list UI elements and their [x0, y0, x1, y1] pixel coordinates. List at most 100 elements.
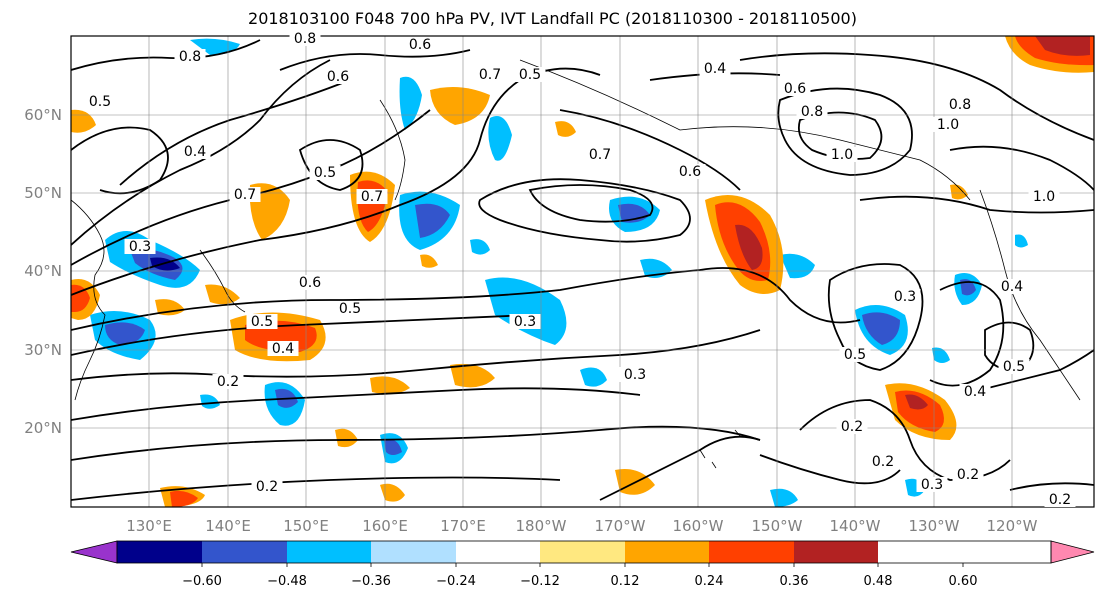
colorbar-tick-label: 0.24: [695, 574, 724, 589]
contour-value-label: 0.4: [964, 384, 986, 400]
contour-line: [739, 52, 1094, 141]
contour-label-bg: [699, 61, 731, 76]
contour-label-bg: [267, 341, 299, 356]
colorbar-tick-label: −0.36: [351, 574, 391, 589]
colorbar-tick-label: 0.36: [780, 574, 809, 589]
colorbar-tick-label: −0.60: [182, 574, 222, 589]
shade-blue-dark-region: [415, 203, 450, 238]
shade-blue-region: [200, 394, 220, 409]
contour-line: [71, 39, 261, 71]
shade-orange-region: [71, 109, 96, 133]
contour-value-label: 0.8: [294, 31, 316, 47]
colorbar-segment: [202, 541, 287, 563]
lat-tick-label: 60°N: [24, 106, 62, 124]
contour-value-label: 0.2: [1049, 492, 1071, 508]
contour-label-bg: [1028, 189, 1060, 204]
contour-line: [71, 387, 641, 421]
contour-value-label: 0.6: [299, 275, 321, 291]
contour-label-bg: [212, 374, 244, 389]
colorbar-tick-label: 0.48: [864, 574, 893, 589]
contour-label-bg: [334, 301, 366, 316]
contour-line: [71, 126, 169, 195]
contour-value-label: 0.3: [921, 477, 943, 493]
colorbar-tick-label: −0.12: [520, 574, 560, 589]
contour-line: [71, 476, 561, 501]
colorbar-tick-label: 0.60: [949, 574, 978, 589]
shade-orange-region: [420, 254, 438, 268]
contour-line: [777, 87, 913, 176]
lon-tick-label: 160°W: [673, 517, 724, 535]
lat-tick-label: 50°N: [24, 184, 62, 202]
contour-label-bg: [932, 117, 964, 132]
colorbar-tick-label: −0.48: [267, 574, 307, 589]
lon-tick-label: 180°W: [516, 517, 567, 535]
lon-tick-label: 170°W: [595, 517, 646, 535]
shade-dark-red-core: [1035, 36, 1090, 56]
contour-value-label: 0.3: [129, 239, 151, 255]
contour-label-bg: [322, 69, 354, 84]
contour-label-bg: [836, 419, 868, 434]
contour-line: [559, 109, 741, 191]
lon-tick-label: 150°W: [752, 517, 803, 535]
contour-value-label: 0.5: [339, 301, 361, 317]
contour-label-bg: [404, 37, 436, 52]
contour-value-label: 0.2: [217, 374, 239, 390]
colorbar-tick-label: 0.12: [611, 574, 640, 589]
contour-value-label: 0.8: [801, 104, 823, 120]
contour-label-bg: [959, 384, 991, 399]
contour-line: [797, 111, 883, 160]
longitude-labels: 130°E 140°E 150°E 160°E 170°E 180°W 170°W 160°W…: [126, 517, 1037, 535]
shade-blue-dark-region: [862, 312, 900, 345]
contour-line: [759, 454, 901, 485]
shade-blue-region: [399, 76, 422, 130]
colorbar: −0.60 −0.48 −0.36 −0.24 −0.12 0.12 0.24 0.36 0.4…: [70, 540, 1095, 589]
figure-title: 2018103100 F048 700 hPa PV, IVT Landfall…: [248, 9, 857, 28]
colorbar-segment: [456, 541, 540, 563]
shade-orange-region: [380, 483, 405, 502]
contour-label-bg: [1044, 492, 1076, 507]
contour-line: [949, 145, 1094, 191]
shade-blue-region: [932, 347, 950, 363]
lon-tick-label: 130°W: [909, 517, 960, 535]
lon-tick-label: 150°E: [283, 517, 329, 535]
contour-line: [1009, 482, 1094, 491]
contour-value-label: 0.7: [479, 67, 501, 83]
colorbar-segment: [371, 541, 456, 563]
contour-line: [599, 435, 761, 501]
contour-value-label: 0.3: [514, 314, 536, 330]
contour-label-bg: [514, 67, 546, 82]
shade-orange-red-region: [71, 284, 90, 312]
contour-label-bg: [509, 314, 541, 329]
contour-label-bg: [619, 367, 651, 382]
lon-tick-label: 140°E: [205, 517, 251, 535]
contour-line: [71, 267, 861, 331]
shade-orange-region: [450, 363, 495, 388]
contour-line: [71, 425, 761, 461]
shade-orange-red-region: [170, 490, 198, 507]
colorbar-tick-label: −0.24: [436, 574, 476, 589]
shade-blue-region: [780, 253, 815, 279]
shade-orange-region: [950, 184, 968, 200]
lat-tick-label: 40°N: [24, 262, 62, 280]
shade-orange-red-region: [895, 390, 944, 432]
contour-label-bg: [839, 347, 871, 362]
lat-tick-label: 20°N: [24, 419, 62, 437]
colorbar-segment: [117, 541, 202, 563]
contour-value-label: 0.7: [589, 147, 611, 163]
contour-value-label: 0.5: [519, 67, 541, 83]
contour-value-label: 0.8: [179, 49, 201, 65]
lon-tick-label: 160°E: [362, 517, 408, 535]
contour-value-label: 0.5: [1003, 359, 1025, 375]
contour-line: [478, 178, 691, 243]
contour-line: [528, 184, 654, 223]
coastline-asia: [71, 199, 106, 401]
lon-tick-label: 140°W: [830, 517, 881, 535]
coastline-kamchatka: [379, 99, 406, 201]
contour-label-bg: [124, 239, 156, 254]
colorbar-extend-low: [70, 540, 118, 564]
lat-tick-label: 30°N: [24, 341, 62, 359]
latitude-labels: 60°N 50°N 40°N 30°N 20°N: [24, 106, 62, 437]
contour-line: [71, 329, 761, 381]
contour-value-label: 0.6: [409, 37, 431, 53]
